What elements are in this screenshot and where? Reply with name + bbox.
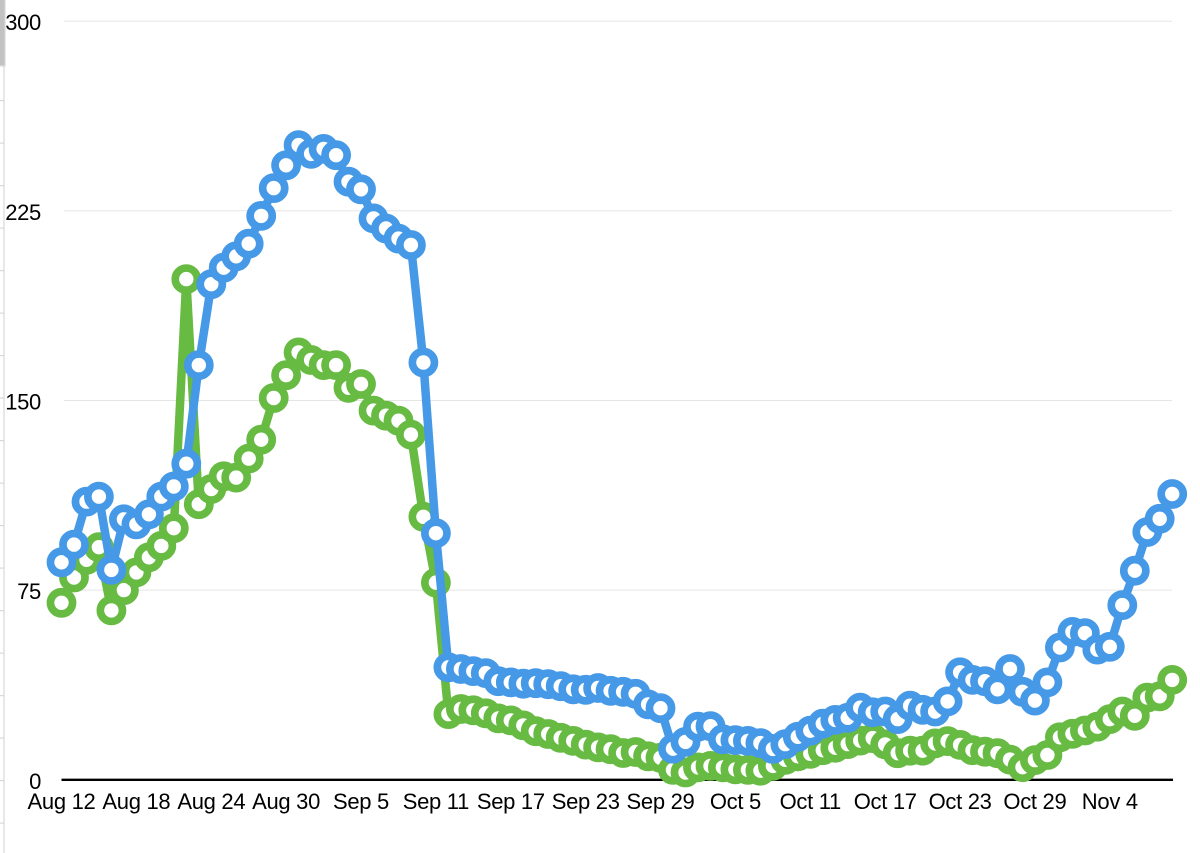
svg-text:Oct 17: Oct 17 — [854, 789, 917, 814]
svg-text:Aug 12: Aug 12 — [28, 789, 96, 814]
svg-text:Oct 23: Oct 23 — [929, 789, 992, 814]
svg-text:Oct 5: Oct 5 — [710, 789, 761, 814]
svg-text:Nov 4: Nov 4 — [1082, 789, 1138, 814]
svg-text:Aug 18: Aug 18 — [102, 789, 170, 814]
svg-text:Sep 29: Sep 29 — [627, 789, 695, 814]
svg-text:300: 300 — [5, 10, 41, 35]
svg-text:Aug 30: Aug 30 — [252, 789, 320, 814]
svg-text:0: 0 — [29, 769, 41, 794]
svg-text:Sep 23: Sep 23 — [552, 789, 620, 814]
svg-text:Oct 11: Oct 11 — [780, 789, 841, 814]
svg-text:Oct 29: Oct 29 — [1003, 789, 1066, 814]
svg-text:Sep 11: Sep 11 — [403, 789, 469, 814]
svg-text:Sep 17: Sep 17 — [477, 789, 545, 814]
svg-text:Aug 24: Aug 24 — [177, 789, 245, 814]
svg-text:150: 150 — [5, 390, 41, 415]
svg-text:Sep 5: Sep 5 — [333, 789, 389, 814]
svg-text:225: 225 — [5, 200, 41, 225]
svg-text:75: 75 — [17, 579, 41, 604]
